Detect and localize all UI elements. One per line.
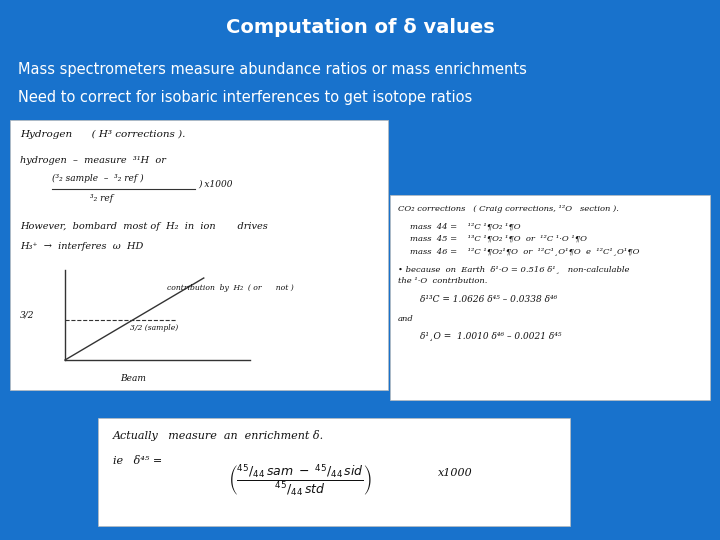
Bar xyxy=(390,195,710,400)
Text: Mass spectrometers measure abundance ratios or mass enrichments: Mass spectrometers measure abundance rat… xyxy=(18,62,527,77)
Text: CO₂ corrections   ( Craig corrections, ¹²O   section ).: CO₂ corrections ( Craig corrections, ¹²O… xyxy=(398,205,619,213)
Text: 3/2 (sample): 3/2 (sample) xyxy=(130,323,178,332)
Text: δ¹¸O =  1.0010 δ⁴⁶ – 0.0021 δ⁴⁵: δ¹¸O = 1.0010 δ⁴⁶ – 0.0021 δ⁴⁵ xyxy=(420,331,562,340)
Text: (³₂ sample  –  ³₂ ref ): (³₂ sample – ³₂ ref ) xyxy=(52,174,143,183)
Bar xyxy=(10,120,388,390)
Text: However,  bombard  most of  H₂  in  ion       drives: However, bombard most of H₂ in ion drive… xyxy=(20,222,268,231)
Bar xyxy=(98,418,570,526)
Text: mass  44 =    ¹²C ¹¶O₂ ¹¶O: mass 44 = ¹²C ¹¶O₂ ¹¶O xyxy=(410,223,521,231)
Text: $\left( \dfrac{{}^{45}/_{44}\,sam\;-\;{}^{45}/_{44}\,sid}{{}^{45}/_{44}\,std} \r: $\left( \dfrac{{}^{45}/_{44}\,sam\;-\;{}… xyxy=(228,462,372,498)
Text: ie   δ⁴⁵ =: ie δ⁴⁵ = xyxy=(113,456,162,466)
Text: the ¹·O  contribution.: the ¹·O contribution. xyxy=(398,277,487,285)
Text: ³₂ ref: ³₂ ref xyxy=(90,194,113,203)
Text: • because  on  Earth  δ¹·O = 0.516 δ¹¸   non-calculable: • because on Earth δ¹·O = 0.516 δ¹¸ non-… xyxy=(398,265,629,273)
Text: mass  46 =    ¹²C ¹¶O₂¹¶O  or  ¹²C¹¸O¹¶O  e  ¹²C¹¸O¹¶O: mass 46 = ¹²C ¹¶O₂¹¶O or ¹²C¹¸O¹¶O e ¹²C… xyxy=(410,247,639,255)
Text: x1000: x1000 xyxy=(438,468,473,478)
Text: Hydrogen      ( H³ corrections ).: Hydrogen ( H³ corrections ). xyxy=(20,130,185,139)
Text: and: and xyxy=(398,315,414,323)
Text: δ¹³C = 1.0626 δ⁴⁵ – 0.0338 δ⁴⁶: δ¹³C = 1.0626 δ⁴⁵ – 0.0338 δ⁴⁶ xyxy=(420,295,557,304)
Text: Actually   measure  an  enrichment δ.: Actually measure an enrichment δ. xyxy=(113,430,324,441)
Text: 3/2: 3/2 xyxy=(20,310,35,320)
Text: H₃⁺  →  interferes  ω  HD: H₃⁺ → interferes ω HD xyxy=(20,242,143,251)
Text: contribution  by  H₂  ( or      not ): contribution by H₂ ( or not ) xyxy=(167,284,294,292)
Text: hydrogen  –  measure  ³¹H  or: hydrogen – measure ³¹H or xyxy=(20,156,166,165)
Text: Need to correct for isobaric interferences to get isotope ratios: Need to correct for isobaric interferenc… xyxy=(18,90,472,105)
Text: mass  45 =    ¹³C ¹¶O₂ ¹¶O  or  ¹²C ¹·O ¹¶O: mass 45 = ¹³C ¹¶O₂ ¹¶O or ¹²C ¹·O ¹¶O xyxy=(410,235,587,243)
Text: ) x1000: ) x1000 xyxy=(198,180,233,189)
Text: Computation of δ values: Computation of δ values xyxy=(225,18,495,37)
Text: Beam: Beam xyxy=(120,374,146,383)
